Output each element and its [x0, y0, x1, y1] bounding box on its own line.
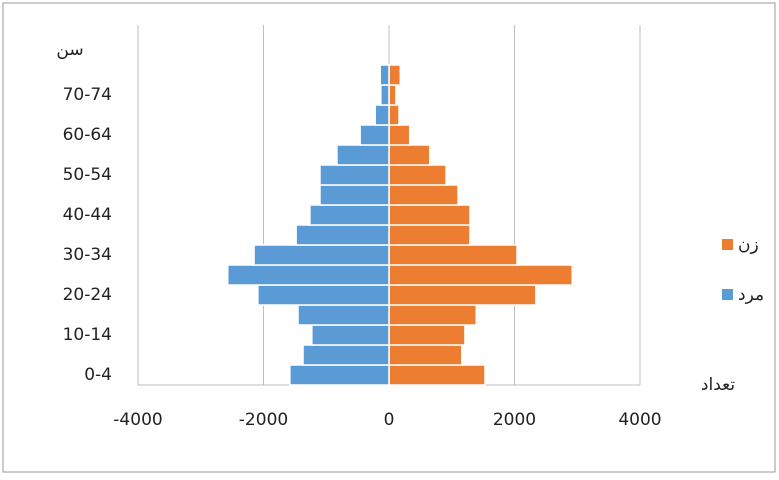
- bar: [388, 184, 459, 206]
- bar: [388, 344, 463, 366]
- bar: [388, 164, 447, 186]
- y-tick-label: 50-54: [63, 165, 112, 185]
- bar: [388, 324, 466, 346]
- bar: [302, 344, 390, 366]
- x-axis-title: تعداد: [701, 375, 735, 395]
- bar: [388, 204, 471, 226]
- y-tick-label: 70-74: [63, 85, 112, 105]
- bar: [388, 244, 518, 266]
- legend-swatch: [722, 289, 733, 300]
- legend-label: زن: [738, 235, 759, 255]
- bar: [388, 104, 400, 126]
- y-tick-label: 40-44: [63, 205, 112, 225]
- bar: [289, 364, 390, 386]
- bar: [388, 364, 486, 386]
- bar: [379, 64, 390, 86]
- bar: [380, 84, 390, 106]
- y-axis-title: سن: [56, 40, 83, 60]
- x-tick-label: 2000: [493, 410, 536, 430]
- bar: [359, 124, 390, 146]
- y-tick-label: 30-34: [63, 245, 112, 265]
- bar: [226, 264, 390, 286]
- bar: [388, 84, 397, 106]
- x-tick-label: -4000: [113, 410, 162, 430]
- bar: [253, 244, 390, 266]
- x-tick-label: 4000: [618, 410, 661, 430]
- bar: [388, 284, 537, 306]
- y-tick-label: 0-4: [84, 365, 112, 385]
- bar: [388, 264, 573, 286]
- legend-label: مرد: [738, 285, 764, 305]
- bar: [309, 204, 390, 226]
- bar: [311, 324, 390, 346]
- legend-swatch: [722, 239, 733, 250]
- x-tick-label: -2000: [239, 410, 288, 430]
- bar: [297, 304, 390, 326]
- bar: [388, 304, 477, 326]
- bar: [336, 144, 390, 166]
- bar: [388, 124, 411, 146]
- y-tick-label: 60-64: [63, 125, 112, 145]
- y-tick-label: 20-24: [63, 285, 112, 305]
- bar: [374, 104, 390, 126]
- x-tick-label: 0: [384, 410, 395, 430]
- bar: [319, 164, 390, 186]
- bar: [388, 224, 471, 246]
- bar: [257, 284, 390, 306]
- bar: [388, 64, 402, 86]
- bar: [319, 184, 390, 206]
- bar: [295, 224, 390, 246]
- y-tick-label: 10-14: [63, 325, 112, 345]
- bar: [388, 144, 431, 166]
